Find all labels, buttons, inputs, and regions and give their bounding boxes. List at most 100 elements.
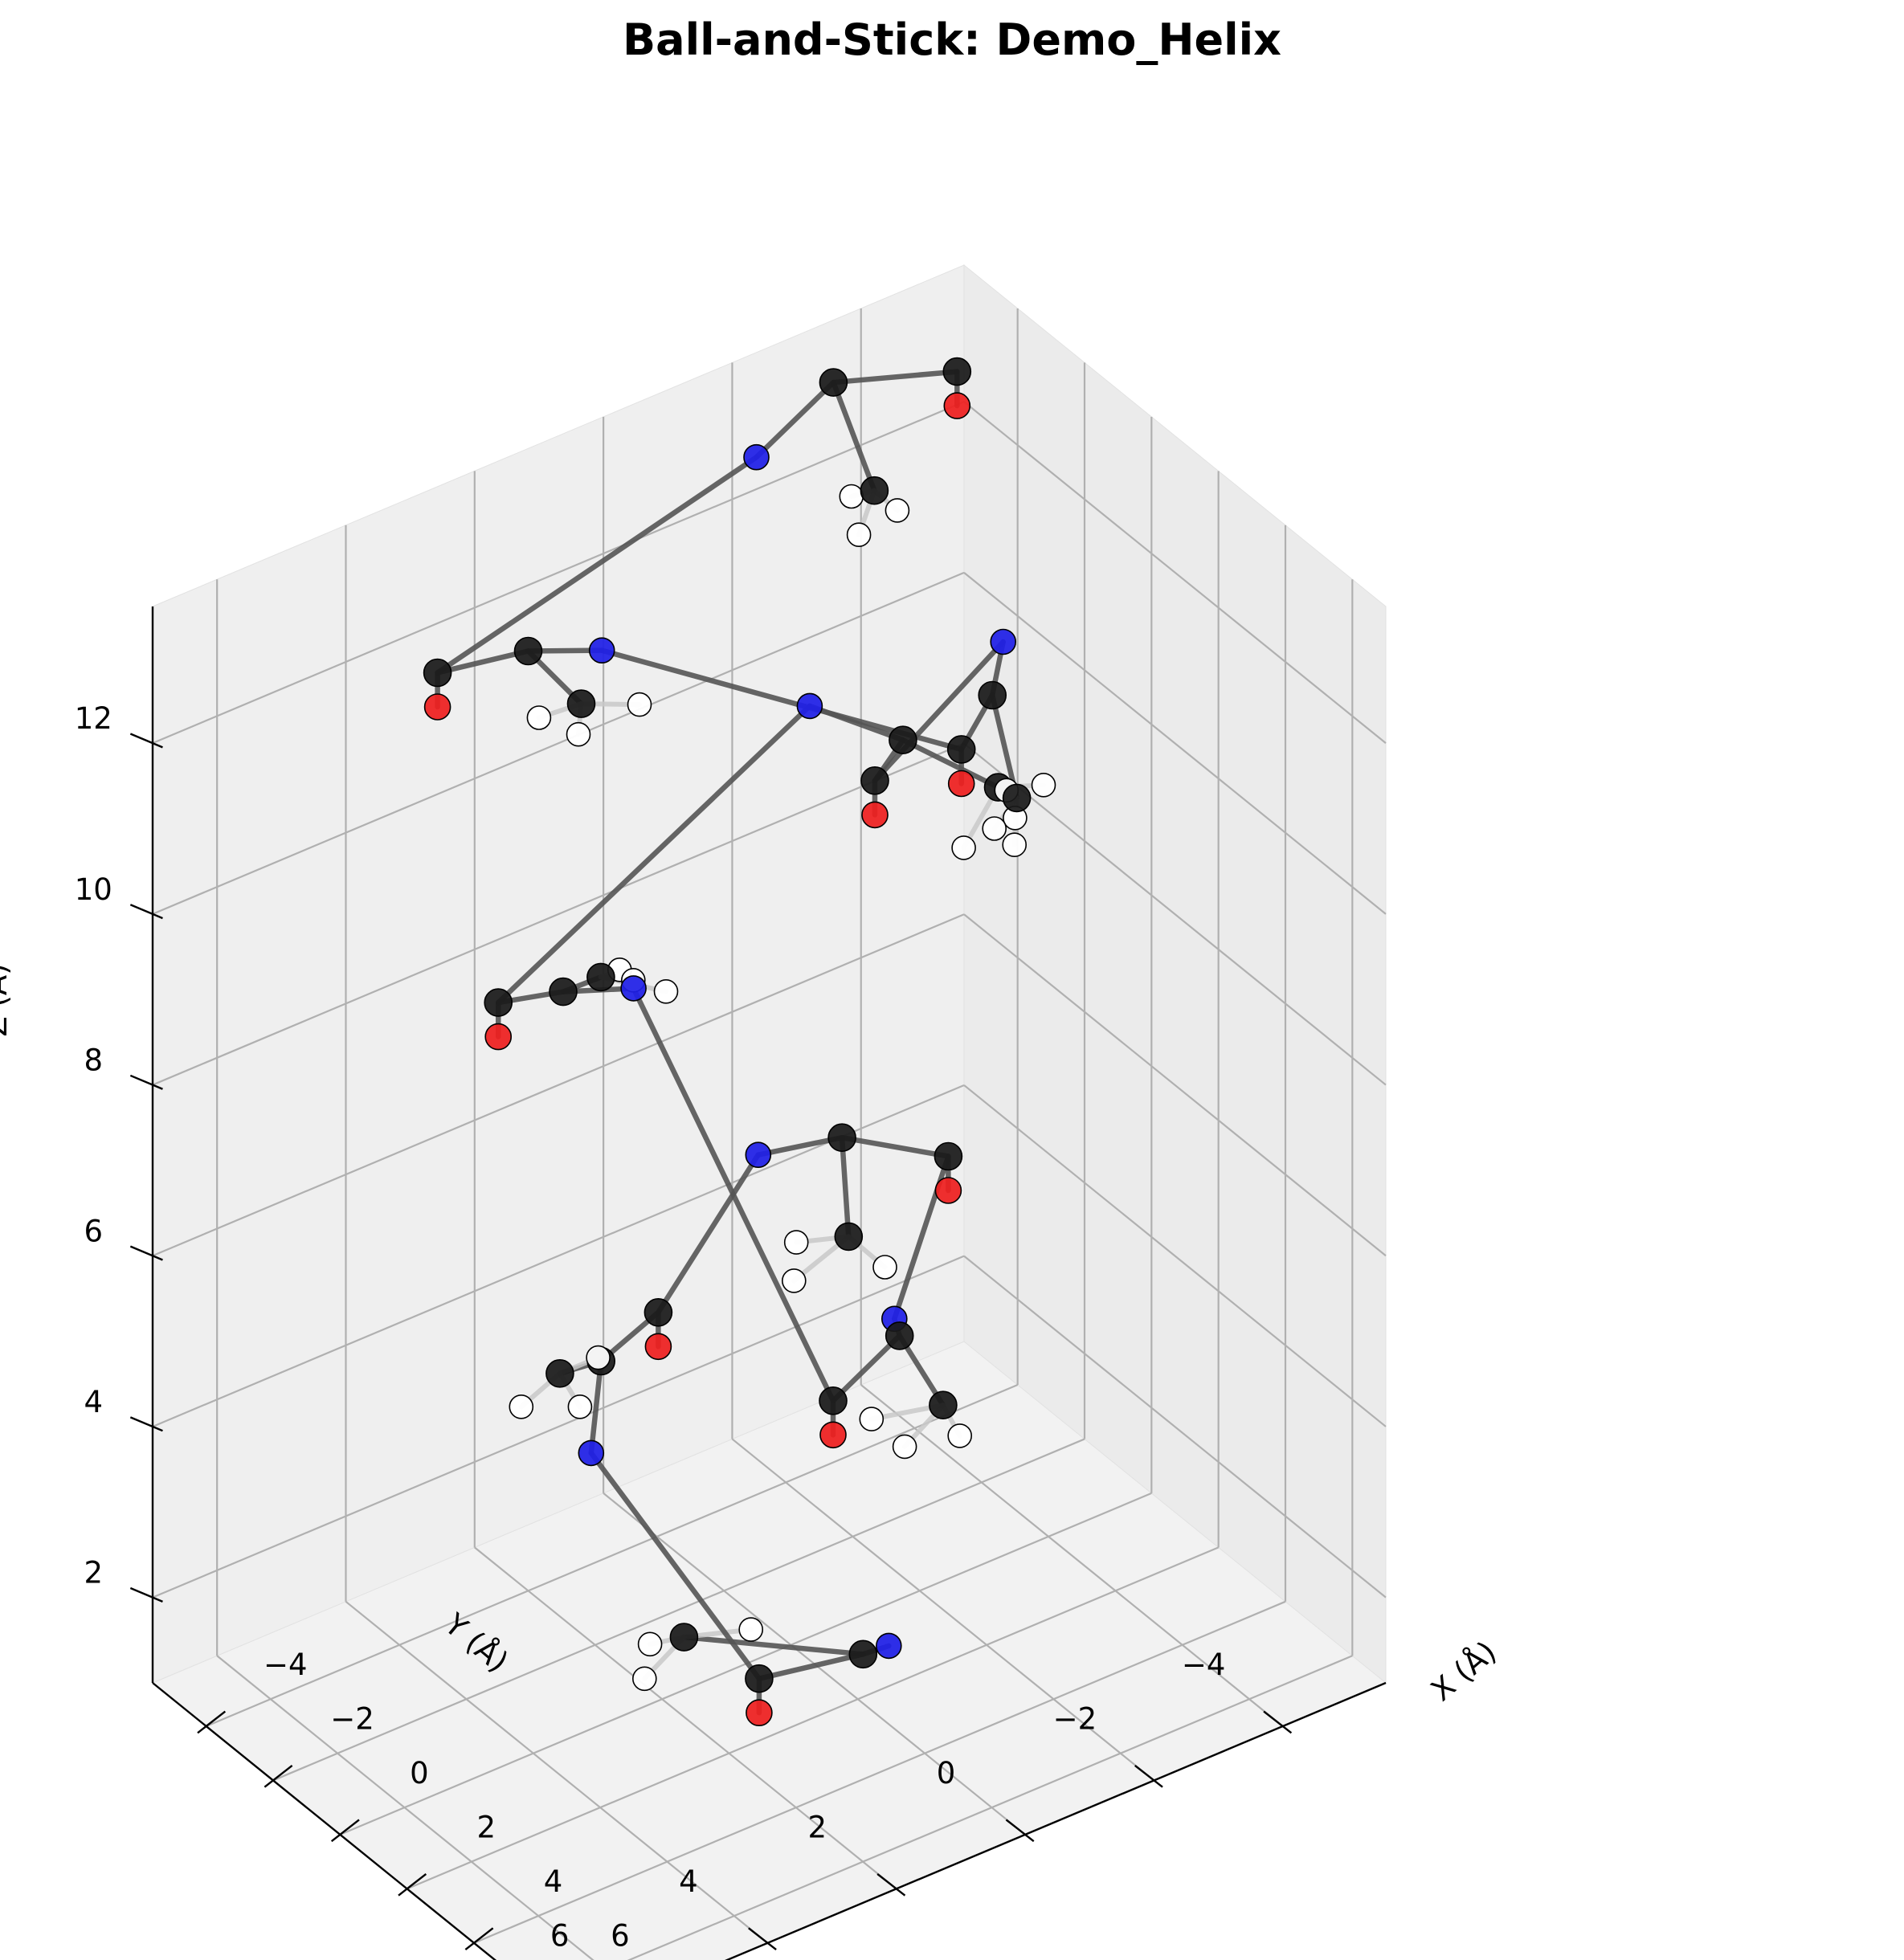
hydrogen-atom <box>738 1617 764 1642</box>
y-tick-label: −4 <box>1182 1648 1226 1682</box>
hydrogen-atom <box>586 1345 611 1370</box>
hydrogen-atom <box>781 1268 807 1293</box>
nitrogen-atom <box>876 1632 902 1660</box>
bond <box>495 703 813 1006</box>
x-grid-floor <box>206 1383 1019 1727</box>
oxygen-atom <box>423 693 451 721</box>
hydrogen-atom <box>846 522 872 548</box>
carbon-atom <box>860 766 889 795</box>
x-grid-floor <box>473 1600 1286 1944</box>
y-grid-floor <box>345 1600 769 1944</box>
y-tick-mark <box>1263 1710 1293 1734</box>
carbon-atom <box>549 977 578 1007</box>
atoms-layer <box>423 357 1056 1726</box>
z-tick-mark <box>129 1416 163 1432</box>
carbon-atom <box>860 476 889 505</box>
chart-title: Ball-and-Stick: Demo_Helix <box>623 14 1281 65</box>
z-grid-left <box>152 401 965 745</box>
z-grid-right <box>963 572 1387 915</box>
z-tick-mark <box>129 1074 163 1090</box>
nitrogen-atom <box>620 975 647 1002</box>
oxygen-atom <box>819 1421 847 1449</box>
z-tick-mark <box>129 904 163 920</box>
hydrogen-atom <box>892 1434 917 1460</box>
y-tick-mark <box>748 1927 777 1951</box>
y-tick-label: −2 <box>1053 1702 1097 1737</box>
z-tick-label: 2 <box>84 1556 103 1590</box>
z-grid-right <box>963 1255 1387 1599</box>
x-tick-mark <box>464 1927 494 1951</box>
carbon-atom <box>586 962 615 992</box>
oxygen-atom <box>947 770 975 798</box>
carbon-atom <box>745 1664 774 1693</box>
nitrogen-atom <box>990 628 1016 655</box>
z-tick-label: 8 <box>84 1043 103 1078</box>
y-tick-label: 0 <box>937 1756 956 1791</box>
hydrogen-atom <box>947 1423 972 1448</box>
bond <box>839 1134 852 1239</box>
hydrogen-atom <box>885 498 910 523</box>
z-grid-right <box>963 913 1387 1257</box>
hydrogen-atom <box>566 721 591 747</box>
x-tick-label: −2 <box>330 1702 374 1737</box>
x-tick-label: 4 <box>544 1864 563 1899</box>
x-grid-floor <box>627 1655 1353 1960</box>
bond <box>831 379 877 493</box>
z-tick-label: 12 <box>75 701 112 736</box>
carbon-atom <box>929 1390 958 1419</box>
carbon-atom <box>848 1639 878 1669</box>
carbon-atom <box>669 1623 699 1652</box>
z-tick-label: 10 <box>75 872 112 907</box>
hydrogen-atom <box>783 1230 809 1255</box>
z-grid-left <box>152 742 965 1086</box>
carbon-atom <box>946 735 976 764</box>
y-tick-mark <box>1005 1819 1035 1843</box>
hydrogen-atom <box>982 816 1007 841</box>
hydrogen-atom <box>1031 772 1056 798</box>
y-tick-label: 2 <box>807 1810 827 1844</box>
x-tick-mark <box>264 1765 293 1788</box>
hydrogen-atom <box>526 705 552 730</box>
z-grid-left <box>152 1255 965 1599</box>
oxygen-atom <box>943 392 971 419</box>
x-tick-label: 6 <box>611 1918 630 1953</box>
hydrogen-atom <box>951 835 976 860</box>
z-grid-right <box>963 742 1387 1086</box>
hydrogen-atom <box>872 1255 897 1280</box>
carbon-atom <box>1002 783 1032 813</box>
carbon-atom <box>889 725 917 755</box>
z-tick-label: 6 <box>84 1214 103 1248</box>
bond <box>756 1652 866 1681</box>
carbon-atom <box>885 1321 914 1350</box>
z-grid-right <box>963 1084 1387 1427</box>
y-grid-floor <box>860 1384 1284 1727</box>
x-tick-label: 0 <box>410 1756 429 1791</box>
y-tick-mark <box>1134 1765 1163 1788</box>
carbon-atom <box>819 1386 848 1415</box>
carbon-atom <box>513 636 543 666</box>
bond <box>830 1333 902 1404</box>
nitrogen-atom <box>796 692 823 720</box>
y-grid-floor <box>731 1438 1155 1782</box>
y-tick-mark <box>876 1872 906 1897</box>
axis-lines <box>151 606 1387 1960</box>
bond <box>681 1634 866 1657</box>
z-tick-mark <box>129 1245 163 1261</box>
hydrogen-atom <box>839 484 864 509</box>
hydrogen-atom <box>631 1666 657 1692</box>
z-tick-mark <box>129 733 163 749</box>
bond <box>435 454 759 676</box>
bond <box>900 737 1001 790</box>
nitrogen-atom <box>578 1439 605 1467</box>
x-tick-mark <box>398 1872 427 1897</box>
x-grid-floor <box>272 1438 1085 1782</box>
bond <box>588 1358 604 1456</box>
z-grid-left <box>152 571 965 915</box>
oxygen-atom <box>746 1699 773 1726</box>
carbon-atom <box>819 368 848 397</box>
x-axis-line <box>152 1682 497 1960</box>
nitrogen-atom <box>588 637 615 664</box>
bond <box>435 648 531 676</box>
carbon-atom <box>545 1359 574 1388</box>
